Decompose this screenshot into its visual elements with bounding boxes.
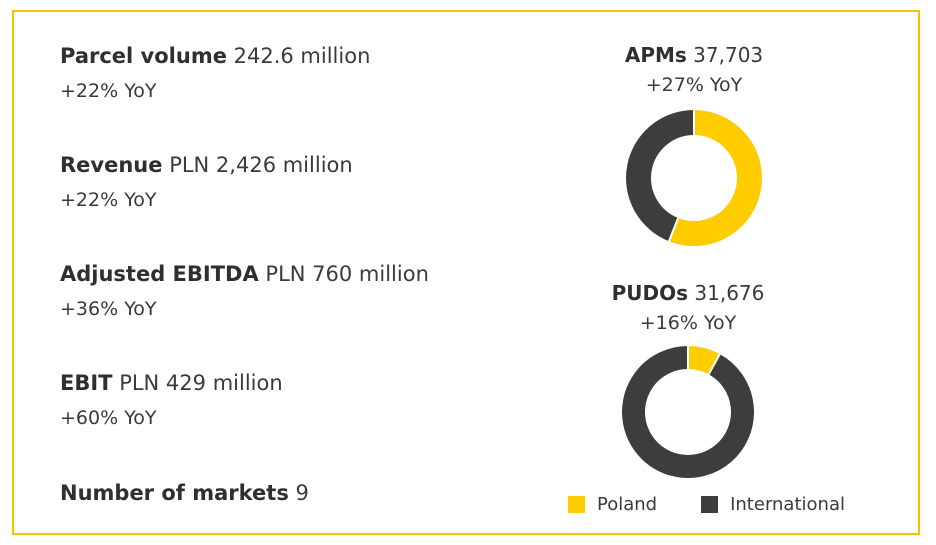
pudos-header: PUDOs 31,676 +16% YoY bbox=[573, 280, 803, 336]
chart-subtitle: +16% YoY bbox=[639, 312, 737, 334]
legend-swatch-poland bbox=[568, 495, 585, 513]
metric-revenue: Revenue PLN 2,426 million +22% YoY bbox=[60, 151, 530, 213]
metric-parcel-volume: Parcel volume 242.6 million +22% YoY bbox=[60, 42, 530, 104]
metric-change: +22% YoY bbox=[60, 80, 157, 102]
legend-label: International bbox=[730, 493, 845, 515]
metric-ebit: EBIT PLN 429 million +60% YoY bbox=[60, 369, 530, 431]
metric-change: +36% YoY bbox=[60, 298, 157, 320]
metric-label: Parcel volume bbox=[60, 44, 227, 68]
chart-title-value: 31,676 bbox=[694, 281, 765, 305]
donut-slice-poland bbox=[667, 107, 764, 248]
metric-label: Number of markets bbox=[60, 481, 289, 505]
metric-value: PLN 760 million bbox=[265, 262, 429, 286]
metric-label: Revenue bbox=[60, 153, 163, 177]
metric-number-of-markets: Number of markets 9 bbox=[60, 479, 530, 507]
legend-item-international: International bbox=[701, 494, 845, 515]
metric-change: +22% YoY bbox=[60, 189, 157, 211]
metric-adjusted-ebitda: Adjusted EBITDA PLN 760 million +36% YoY bbox=[60, 260, 530, 322]
metric-label: Adjusted EBITDA bbox=[60, 262, 259, 286]
metric-change: +60% YoY bbox=[60, 407, 157, 429]
legend-swatch-international bbox=[701, 495, 719, 513]
metric-value: 242.6 million bbox=[233, 44, 371, 68]
summary-card bbox=[12, 10, 920, 535]
legend-item-poland: Poland bbox=[568, 494, 657, 515]
apms-header: APMs 37,703 +27% YoY bbox=[579, 42, 809, 98]
chart-title: PUDOs bbox=[611, 281, 689, 305]
pudos-donut-chart bbox=[620, 343, 756, 480]
chart-legend: Poland International bbox=[568, 492, 889, 516]
chart-subtitle: +27% YoY bbox=[645, 74, 743, 96]
chart-title: APMs bbox=[624, 43, 687, 67]
metric-label: EBIT bbox=[60, 371, 113, 395]
donut-slice-international bbox=[620, 343, 756, 480]
apms-donut-chart bbox=[624, 107, 764, 248]
legend-label: Poland bbox=[597, 493, 658, 515]
metric-value: PLN 2,426 million bbox=[169, 153, 353, 177]
metric-value: PLN 429 million bbox=[119, 371, 283, 395]
chart-title-value: 37,703 bbox=[693, 43, 764, 67]
donut-slice-international bbox=[624, 107, 695, 244]
metric-value: 9 bbox=[295, 481, 309, 505]
